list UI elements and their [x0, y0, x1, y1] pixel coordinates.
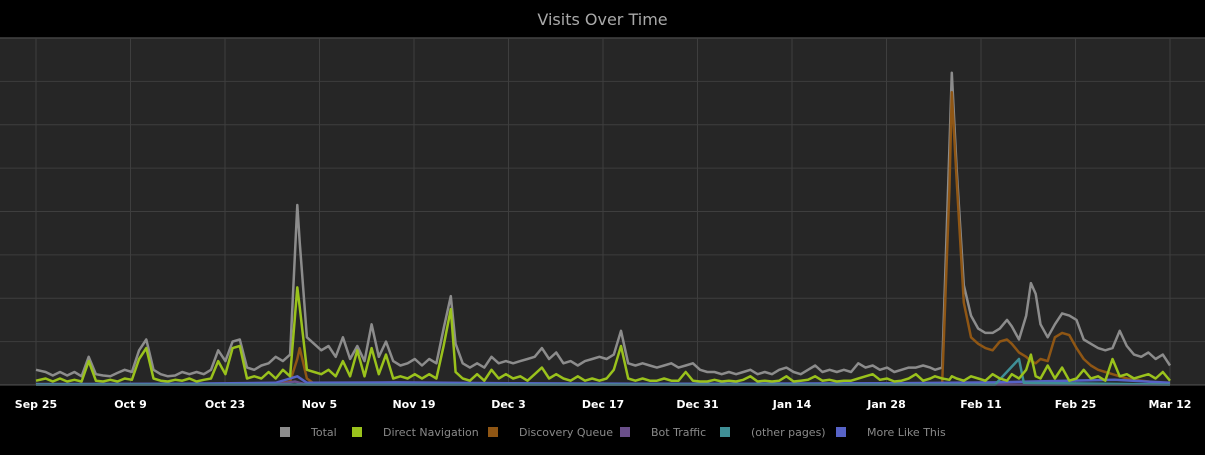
- legend-label: More Like This: [867, 426, 946, 439]
- x-tick-label: Feb 11: [960, 398, 1002, 411]
- x-tick-label: Mar 12: [1149, 398, 1192, 411]
- legend-label: Direct Navigation: [383, 426, 479, 439]
- legend-label: Bot Traffic: [651, 426, 706, 439]
- legend-item[interactable]: (other pages): [720, 426, 826, 439]
- legend-item[interactable]: More Like This: [836, 426, 946, 439]
- x-tick-label: Dec 31: [676, 398, 718, 411]
- legend-swatch: [720, 427, 730, 437]
- x-tick-label: Oct 23: [205, 398, 245, 411]
- legend-swatch: [352, 427, 362, 437]
- x-tick-label: Sep 25: [15, 398, 57, 411]
- legend-swatch: [280, 427, 290, 437]
- legend-label: (other pages): [751, 426, 826, 439]
- legend-swatch: [620, 427, 630, 437]
- legend-label: Total: [310, 426, 337, 439]
- x-tick-label: Oct 9: [114, 398, 147, 411]
- legend-item[interactable]: Discovery Queue: [488, 426, 613, 439]
- legend-item[interactable]: Total: [280, 426, 337, 439]
- series-line-total: [35, 71, 1172, 378]
- legend-item[interactable]: Direct Navigation: [352, 426, 479, 439]
- legend-swatch: [488, 427, 498, 437]
- chart-title: Visits Over Time: [537, 10, 668, 29]
- x-tick-label: Jan 28: [866, 398, 905, 411]
- x-tick-label: Feb 25: [1055, 398, 1097, 411]
- x-tick-label: Dec 3: [491, 398, 526, 411]
- legend-item[interactable]: Bot Traffic: [620, 426, 706, 439]
- legend-label: Discovery Queue: [519, 426, 613, 439]
- series-line-direct-navigation: [35, 286, 1171, 383]
- x-tick-label: Nov 19: [392, 398, 435, 411]
- x-tick-label: Nov 5: [302, 398, 337, 411]
- x-tick-label: Jan 14: [772, 398, 812, 411]
- x-tick-label: Dec 17: [582, 398, 624, 411]
- legend-swatch: [836, 427, 846, 437]
